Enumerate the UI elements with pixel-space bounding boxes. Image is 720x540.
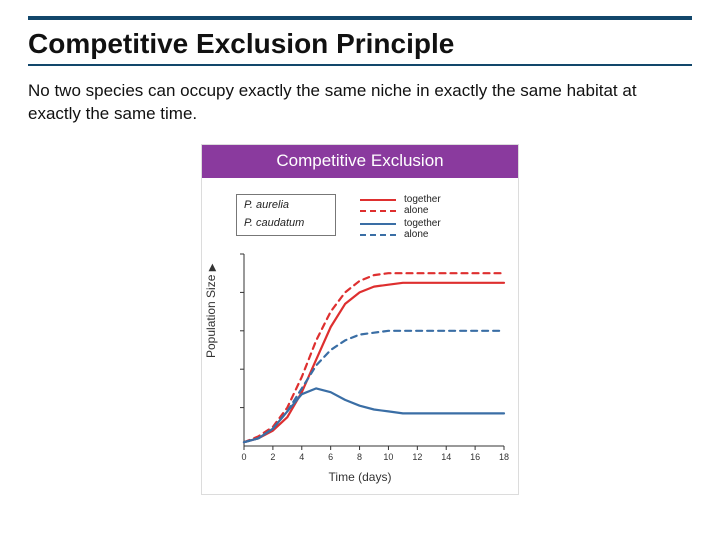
legend-label-alone-1: alone xyxy=(404,205,428,216)
svg-text:8: 8 xyxy=(357,452,362,462)
svg-text:6: 6 xyxy=(328,452,333,462)
y-axis-label: Population Size ▶ xyxy=(204,263,218,357)
legend-swatch-red-dash xyxy=(360,210,396,212)
legend-swatch-blue-dash xyxy=(360,234,396,236)
figure-body: P. aurelia P. caudatum together alone to… xyxy=(202,178,518,494)
y-axis-label-text: Population Size xyxy=(204,274,218,357)
body-paragraph: No two species can occupy exactly the sa… xyxy=(28,80,648,126)
legend-species-aurelia: P. aurelia xyxy=(244,199,289,211)
svg-text:10: 10 xyxy=(383,452,393,462)
svg-text:2: 2 xyxy=(270,452,275,462)
legend-label-together-1: together xyxy=(404,194,441,205)
header-rule xyxy=(28,16,692,20)
svg-text:0: 0 xyxy=(241,452,246,462)
svg-text:16: 16 xyxy=(470,452,480,462)
svg-text:18: 18 xyxy=(499,452,509,462)
chart-plot: Population Size ▶ 024681012141618 xyxy=(210,248,510,468)
figure-title: Competitive Exclusion xyxy=(202,145,518,178)
figure-card: Competitive Exclusion P. aurelia P. caud… xyxy=(201,144,519,495)
svg-text:12: 12 xyxy=(412,452,422,462)
x-axis-label: Time (days) xyxy=(210,470,510,484)
svg-text:14: 14 xyxy=(441,452,451,462)
legend-label-alone-2: alone xyxy=(404,229,428,240)
legend-species-caudatum: P. caudatum xyxy=(244,217,304,229)
y-axis-arrow-icon: ▶ xyxy=(207,263,218,271)
chart-legend: P. aurelia P. caudatum together alone to… xyxy=(210,190,510,248)
slide: Competitive Exclusion Principle No two s… xyxy=(0,0,720,540)
title-underline: Competitive Exclusion Principle xyxy=(28,28,692,66)
legend-swatch-blue-solid xyxy=(360,223,396,225)
legend-swatch-red-solid xyxy=(360,199,396,201)
legend-label-together-2: together xyxy=(404,218,441,229)
page-title: Competitive Exclusion Principle xyxy=(28,28,692,60)
svg-text:4: 4 xyxy=(299,452,304,462)
chart-svg: 0 2 4 6 8 10 12 14 16 18 xyxy=(210,248,510,468)
